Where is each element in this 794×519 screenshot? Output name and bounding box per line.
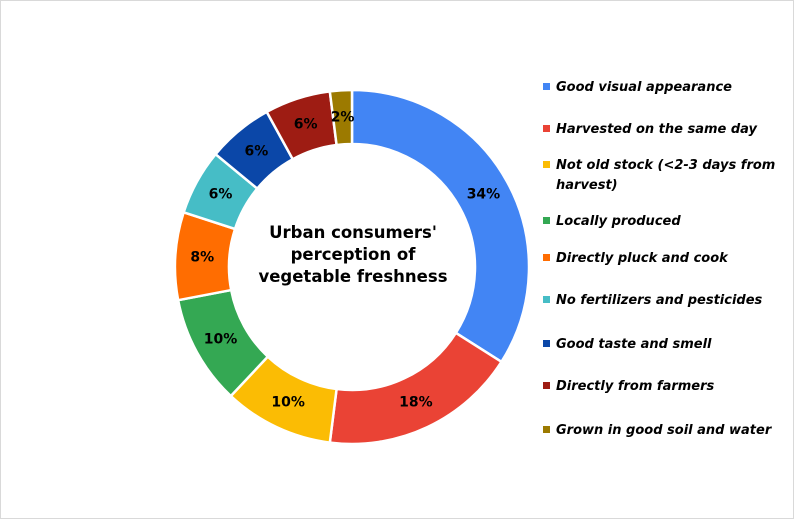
slice-label: 34% bbox=[467, 187, 501, 203]
legend-label: Grown in good soil and water bbox=[556, 423, 772, 438]
donut-slice bbox=[328, 331, 504, 446]
chart-title: Urban consumers' perception of vegetable… bbox=[258, 223, 448, 286]
legend-swatch bbox=[543, 161, 550, 168]
legend-swatch bbox=[543, 296, 550, 303]
legend-swatch bbox=[543, 83, 550, 90]
donut-slice-labels: 34% 18% 10% 10% 8% 6% 6% 6% 2% bbox=[190, 109, 500, 410]
legend-label: Good taste and smell bbox=[556, 337, 712, 352]
legend-swatch bbox=[543, 254, 550, 261]
slice-label: 8% bbox=[190, 250, 214, 266]
legend-label: Not old stock (<2-3 days from harvest) bbox=[556, 158, 776, 193]
donut-slice bbox=[350, 88, 531, 364]
slice-label: 6% bbox=[244, 143, 268, 159]
donut-slices bbox=[173, 88, 531, 446]
donut-slice bbox=[328, 88, 354, 147]
legend-swatch bbox=[543, 217, 550, 224]
legend-swatch bbox=[543, 340, 550, 347]
slice-label: 10% bbox=[271, 395, 305, 411]
slice-label: 2% bbox=[331, 109, 355, 125]
slice-label: 10% bbox=[204, 331, 238, 347]
legend-swatch bbox=[543, 125, 550, 132]
legend-label: Harvested on the same day bbox=[556, 122, 758, 137]
slice-label: 6% bbox=[209, 187, 233, 203]
slice-label: 6% bbox=[294, 116, 318, 132]
legend-swatch bbox=[543, 382, 550, 389]
slice-label: 18% bbox=[399, 395, 433, 411]
legend-label: Directly from farmers bbox=[556, 379, 715, 394]
legend-swatch bbox=[543, 426, 550, 433]
legend-label: Directly pluck and cook bbox=[556, 251, 728, 266]
legend-label: Good visual appearance bbox=[556, 80, 732, 95]
legend-label: No fertilizers and pesticides bbox=[556, 293, 763, 308]
legend-label: Locally produced bbox=[556, 214, 681, 229]
